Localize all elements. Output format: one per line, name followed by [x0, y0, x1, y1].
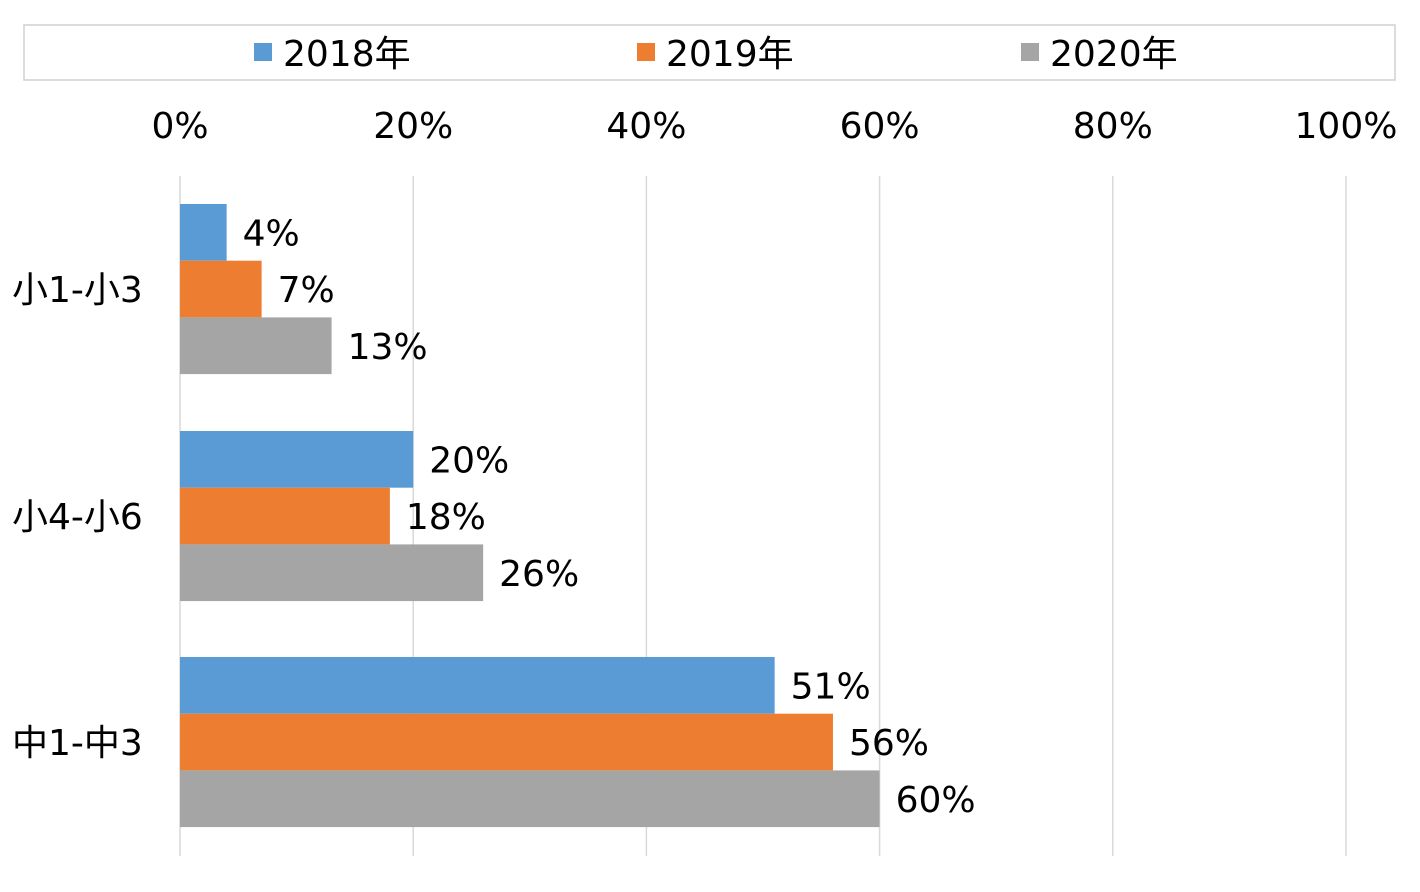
legend-label-2018: 2018年	[283, 34, 411, 75]
bar-2019-2	[180, 487, 390, 545]
category-label-1: 小1-小3	[12, 270, 143, 311]
bar-2020-1	[180, 317, 332, 375]
legend-swatch-2018	[254, 43, 272, 61]
data-label-2020-2: 26%	[499, 554, 579, 595]
data-label-2018-2: 20%	[429, 440, 509, 481]
data-label-2018-1: 4%	[243, 213, 300, 254]
data-label-2018-3: 51%	[791, 666, 871, 707]
bar-2019-3	[180, 713, 833, 771]
category-label-2: 小4-小6	[12, 497, 143, 538]
data-label-2019-3: 56%	[849, 723, 929, 764]
y-axis-categories: 小1-小3 小4-小6 中1-中3	[12, 270, 143, 764]
data-label-2019-2: 18%	[406, 497, 486, 538]
bar-2020-3	[180, 770, 880, 828]
bar-2018-1	[180, 204, 227, 261]
legend-swatch-2020	[1021, 43, 1039, 61]
legend-box	[23, 24, 1396, 81]
bar-2018-2	[180, 431, 414, 488]
x-tick-label-60: 60%	[840, 106, 920, 147]
legend-label-2019: 2019年	[666, 34, 794, 75]
bar-2018-3	[180, 657, 775, 714]
x-tick-label-0: 0%	[151, 106, 208, 147]
bar-2019-1	[180, 260, 262, 318]
bars	[180, 204, 880, 828]
x-tick-label-100: 100%	[1295, 106, 1398, 147]
legend-swatch-2019	[637, 43, 655, 61]
x-axis-ticks: 0% 20% 40% 60% 80% 100%	[151, 106, 1397, 147]
data-label-2020-1: 13%	[348, 327, 428, 368]
x-tick-label-80: 80%	[1073, 106, 1153, 147]
category-label-3: 中1-中3	[12, 723, 143, 764]
x-tick-label-20: 20%	[373, 106, 453, 147]
x-tick-label-40: 40%	[606, 106, 686, 147]
data-label-2019-1: 7%	[278, 270, 335, 311]
legend: 2018年 2019年 2020年	[23, 24, 1396, 81]
legend-label-2020: 2020年	[1050, 34, 1178, 75]
data-labels: 4% 7% 13% 20% 18% 26% 51% 56% 60%	[243, 213, 976, 820]
data-label-2020-3: 60%	[896, 780, 976, 821]
bar-2020-2	[180, 544, 484, 602]
